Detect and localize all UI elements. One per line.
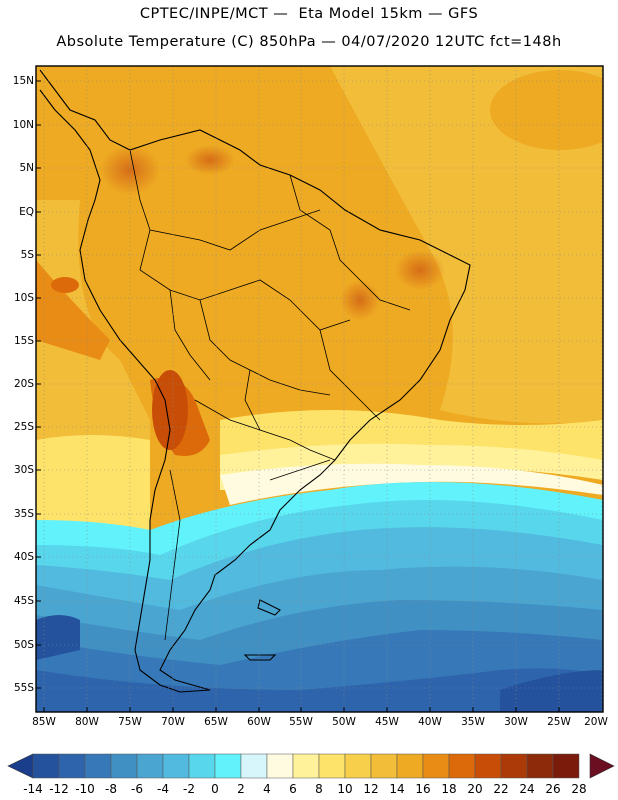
colorbar-label: 10 bbox=[337, 782, 353, 796]
lat-label: 5S bbox=[20, 249, 34, 261]
lat-label: 10S bbox=[13, 292, 34, 304]
lat-label: 15S bbox=[13, 335, 34, 347]
lat-label: 50S bbox=[13, 639, 34, 651]
colorbar-label: 14 bbox=[389, 782, 405, 796]
lat-label: 35S bbox=[13, 508, 34, 520]
title-line-1: CPTEC/INPE/MCT — Eta Model 15km — GFS bbox=[139, 6, 479, 22]
colorbar-label: 12 bbox=[363, 782, 379, 796]
lat-label: 20S bbox=[13, 378, 34, 390]
colorbar-label: 26 bbox=[545, 782, 561, 796]
colorbar-label: 4 bbox=[263, 782, 271, 796]
lat-label: 5N bbox=[19, 162, 34, 174]
lon-label: 70W bbox=[161, 716, 185, 728]
lat-label: 55S bbox=[13, 682, 34, 694]
colorbar-swatch bbox=[188, 753, 216, 779]
colorbar-swatch bbox=[318, 753, 346, 779]
colorbar-swatch bbox=[214, 753, 242, 779]
axis-ticks bbox=[36, 80, 560, 712]
colorbar-swatch bbox=[552, 753, 580, 779]
colorbar-label: 22 bbox=[493, 782, 509, 796]
colorbar-swatch bbox=[292, 753, 320, 779]
colorbar-swatch bbox=[500, 753, 528, 779]
colorbar-label: 6 bbox=[289, 782, 297, 796]
lon-label: 20W bbox=[584, 716, 608, 728]
colorbar-label: 16 bbox=[415, 782, 431, 796]
colorbar-label: 20 bbox=[467, 782, 483, 796]
lon-label: 85W bbox=[32, 716, 56, 728]
colorbar-swatch bbox=[422, 753, 450, 779]
colorbar-label: 8 bbox=[315, 782, 323, 796]
colorbar-swatch bbox=[344, 753, 372, 779]
lat-label: 10N bbox=[12, 119, 34, 131]
lon-label: 75W bbox=[118, 716, 142, 728]
colorbar-label: 18 bbox=[441, 782, 457, 796]
colorbar-label: 28 bbox=[571, 782, 587, 796]
colorbar-label: -2 bbox=[183, 782, 195, 796]
lon-label: 55W bbox=[289, 716, 313, 728]
grid-lines bbox=[36, 66, 603, 712]
lon-label: 40W bbox=[418, 716, 442, 728]
colorbar-swatch bbox=[162, 753, 190, 779]
colorbar-swatch bbox=[266, 753, 294, 779]
colorbar-label: -10 bbox=[75, 782, 95, 796]
title-line-2: Absolute Temperature (C) 850hPa — 04/07/… bbox=[56, 34, 562, 50]
colorbar-swatch bbox=[370, 753, 398, 779]
colorbar-label: 0 bbox=[211, 782, 219, 796]
lat-label: 15N bbox=[12, 75, 34, 87]
colorbar-right-arrow bbox=[589, 753, 615, 779]
lat-label: 45S bbox=[13, 595, 34, 607]
lon-label: 45W bbox=[375, 716, 399, 728]
lat-label: EQ bbox=[19, 206, 34, 218]
colorbar-swatch bbox=[448, 753, 476, 779]
lat-label: 25S bbox=[13, 421, 34, 433]
coastlines bbox=[39, 69, 471, 693]
colorbar-label: 24 bbox=[519, 782, 535, 796]
lat-label: 30S bbox=[13, 464, 34, 476]
colorbar-swatch bbox=[84, 753, 112, 779]
map-frame bbox=[35, 65, 604, 713]
colorbar-label: 2 bbox=[237, 782, 245, 796]
colorbar-label: -14 bbox=[23, 782, 43, 796]
lon-label: 30W bbox=[504, 716, 528, 728]
colorbar-left-arrow bbox=[7, 753, 34, 779]
colorbar-swatch bbox=[110, 753, 138, 779]
colorbar-swatch bbox=[32, 753, 60, 779]
colorbar-label: -6 bbox=[131, 782, 143, 796]
colorbar-swatch bbox=[396, 753, 424, 779]
colorbar-swatch bbox=[136, 753, 164, 779]
colorbar-swatch bbox=[474, 753, 502, 779]
lat-label: 40S bbox=[13, 551, 34, 563]
lon-label: 80W bbox=[75, 716, 99, 728]
lon-label: 65W bbox=[204, 716, 228, 728]
colorbar-label: -8 bbox=[105, 782, 117, 796]
lon-label: 50W bbox=[332, 716, 356, 728]
lon-label: 25W bbox=[547, 716, 571, 728]
colorbar-label: -12 bbox=[49, 782, 69, 796]
colorbar-swatch bbox=[58, 753, 86, 779]
colorbar bbox=[7, 753, 615, 779]
lon-label: 35W bbox=[461, 716, 485, 728]
colorbar-swatch bbox=[240, 753, 268, 779]
temperature-field bbox=[36, 66, 603, 712]
colorbar-label: -4 bbox=[157, 782, 169, 796]
lon-label: 60W bbox=[247, 716, 271, 728]
borders bbox=[129, 149, 411, 641]
colorbar-swatch bbox=[526, 753, 554, 779]
